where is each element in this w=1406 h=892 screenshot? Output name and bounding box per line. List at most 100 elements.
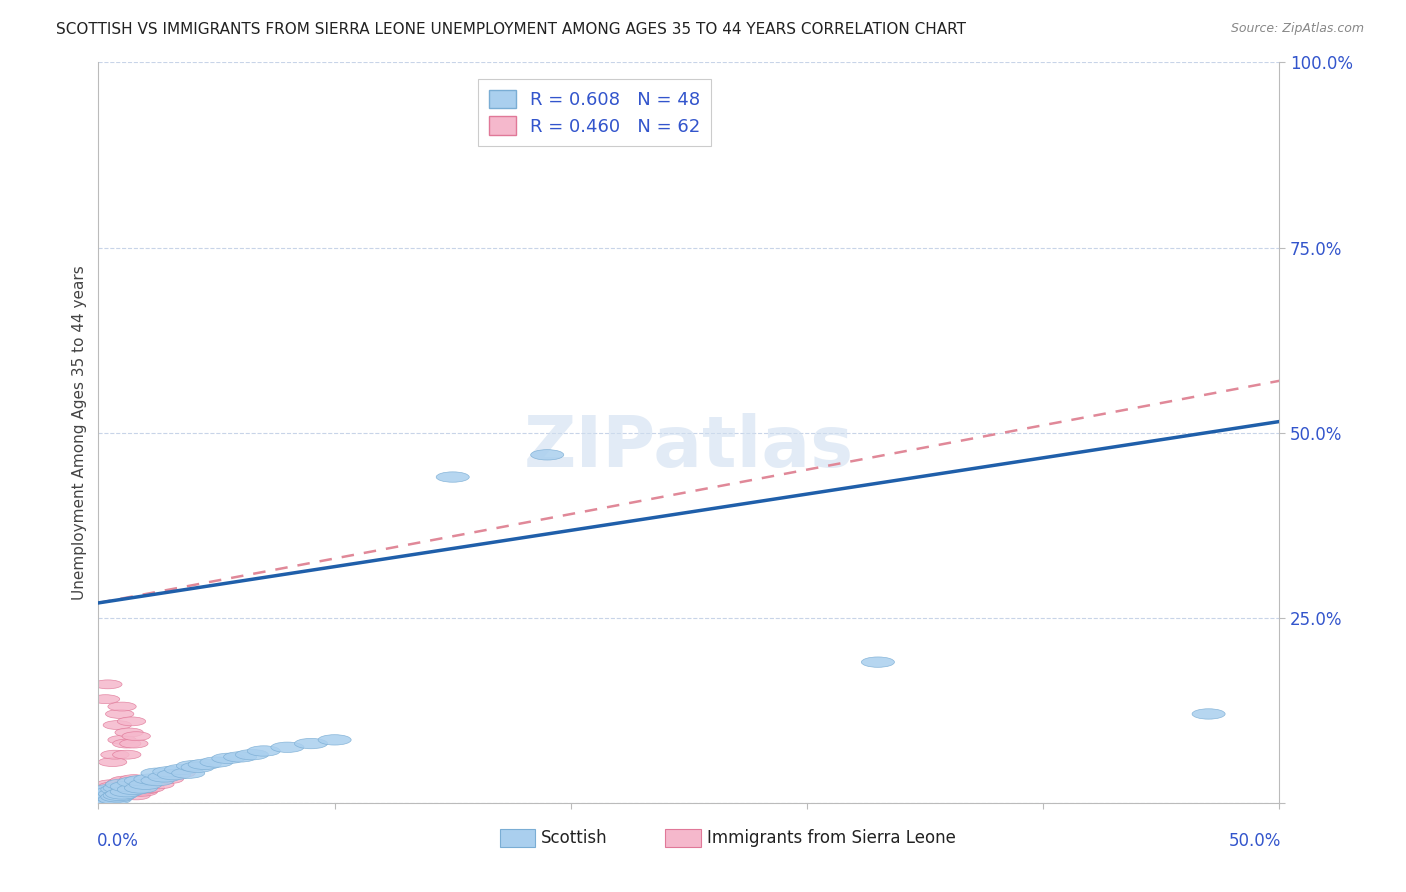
- Circle shape: [271, 742, 304, 753]
- Circle shape: [101, 785, 129, 794]
- Circle shape: [150, 772, 179, 781]
- Circle shape: [87, 792, 120, 802]
- Circle shape: [112, 750, 141, 759]
- Circle shape: [124, 788, 153, 797]
- Text: Scottish: Scottish: [541, 830, 607, 847]
- Circle shape: [294, 739, 328, 748]
- Circle shape: [94, 792, 122, 801]
- Circle shape: [94, 784, 127, 795]
- Circle shape: [101, 750, 129, 759]
- Circle shape: [436, 472, 470, 483]
- Circle shape: [105, 779, 139, 789]
- Y-axis label: Unemployment Among Ages 35 to 44 years: Unemployment Among Ages 35 to 44 years: [72, 265, 87, 600]
- Circle shape: [127, 783, 155, 792]
- Circle shape: [120, 774, 148, 783]
- Circle shape: [136, 783, 165, 792]
- Circle shape: [91, 785, 120, 794]
- Circle shape: [132, 785, 160, 794]
- Circle shape: [98, 794, 132, 805]
- Circle shape: [96, 791, 124, 800]
- Circle shape: [188, 759, 221, 770]
- Circle shape: [318, 735, 352, 745]
- FancyBboxPatch shape: [665, 829, 700, 847]
- Circle shape: [98, 757, 127, 766]
- Circle shape: [160, 770, 188, 779]
- Circle shape: [89, 792, 117, 801]
- Text: 50.0%: 50.0%: [1229, 832, 1281, 850]
- Circle shape: [181, 762, 214, 772]
- Circle shape: [91, 695, 120, 704]
- Circle shape: [89, 788, 117, 797]
- Circle shape: [98, 789, 132, 799]
- Text: 0.0%: 0.0%: [97, 832, 139, 850]
- FancyBboxPatch shape: [501, 829, 536, 847]
- Circle shape: [167, 769, 195, 778]
- Circle shape: [172, 768, 205, 779]
- Circle shape: [103, 783, 136, 793]
- Circle shape: [176, 761, 209, 771]
- Circle shape: [146, 780, 174, 789]
- Circle shape: [141, 775, 174, 786]
- Circle shape: [105, 780, 134, 789]
- Circle shape: [91, 789, 124, 799]
- Circle shape: [124, 783, 157, 793]
- Circle shape: [224, 752, 257, 762]
- Circle shape: [110, 776, 139, 785]
- Circle shape: [98, 782, 127, 791]
- Circle shape: [98, 792, 127, 801]
- Circle shape: [122, 783, 150, 792]
- Circle shape: [110, 787, 143, 797]
- Circle shape: [105, 788, 134, 797]
- Circle shape: [117, 777, 150, 788]
- Circle shape: [91, 789, 120, 798]
- Circle shape: [134, 780, 162, 789]
- Circle shape: [108, 735, 136, 744]
- Circle shape: [94, 680, 122, 689]
- Circle shape: [247, 746, 280, 756]
- Circle shape: [155, 774, 183, 783]
- Circle shape: [110, 781, 143, 792]
- Circle shape: [87, 795, 115, 804]
- Text: Immigrants from Sierra Leone: Immigrants from Sierra Leone: [707, 830, 956, 847]
- Circle shape: [96, 785, 124, 794]
- Circle shape: [94, 788, 122, 797]
- Circle shape: [122, 731, 150, 740]
- Circle shape: [148, 772, 181, 782]
- Legend: R = 0.608   N = 48, R = 0.460   N = 62: R = 0.608 N = 48, R = 0.460 N = 62: [478, 78, 711, 146]
- Circle shape: [112, 739, 141, 748]
- Circle shape: [96, 787, 129, 797]
- Circle shape: [84, 794, 117, 805]
- Circle shape: [96, 790, 129, 801]
- Circle shape: [117, 717, 146, 726]
- Circle shape: [129, 779, 162, 789]
- Circle shape: [212, 753, 245, 764]
- Circle shape: [87, 791, 115, 800]
- Circle shape: [94, 792, 127, 802]
- Circle shape: [124, 775, 157, 786]
- Circle shape: [139, 778, 167, 787]
- Circle shape: [165, 764, 198, 774]
- Circle shape: [129, 788, 157, 797]
- Circle shape: [120, 780, 148, 789]
- Circle shape: [108, 785, 136, 794]
- Circle shape: [122, 791, 150, 800]
- Circle shape: [89, 787, 122, 797]
- Circle shape: [103, 721, 132, 730]
- Circle shape: [105, 789, 139, 799]
- Circle shape: [120, 739, 148, 748]
- Circle shape: [101, 792, 134, 802]
- Circle shape: [89, 790, 122, 801]
- Circle shape: [103, 789, 132, 798]
- Circle shape: [91, 794, 124, 805]
- Circle shape: [134, 774, 167, 784]
- Circle shape: [105, 709, 134, 718]
- Circle shape: [108, 778, 136, 787]
- Circle shape: [112, 780, 141, 789]
- Circle shape: [117, 785, 146, 794]
- Circle shape: [101, 784, 134, 795]
- Circle shape: [530, 450, 564, 460]
- Circle shape: [862, 657, 894, 667]
- Circle shape: [110, 783, 139, 792]
- Circle shape: [143, 776, 172, 785]
- Circle shape: [101, 791, 129, 800]
